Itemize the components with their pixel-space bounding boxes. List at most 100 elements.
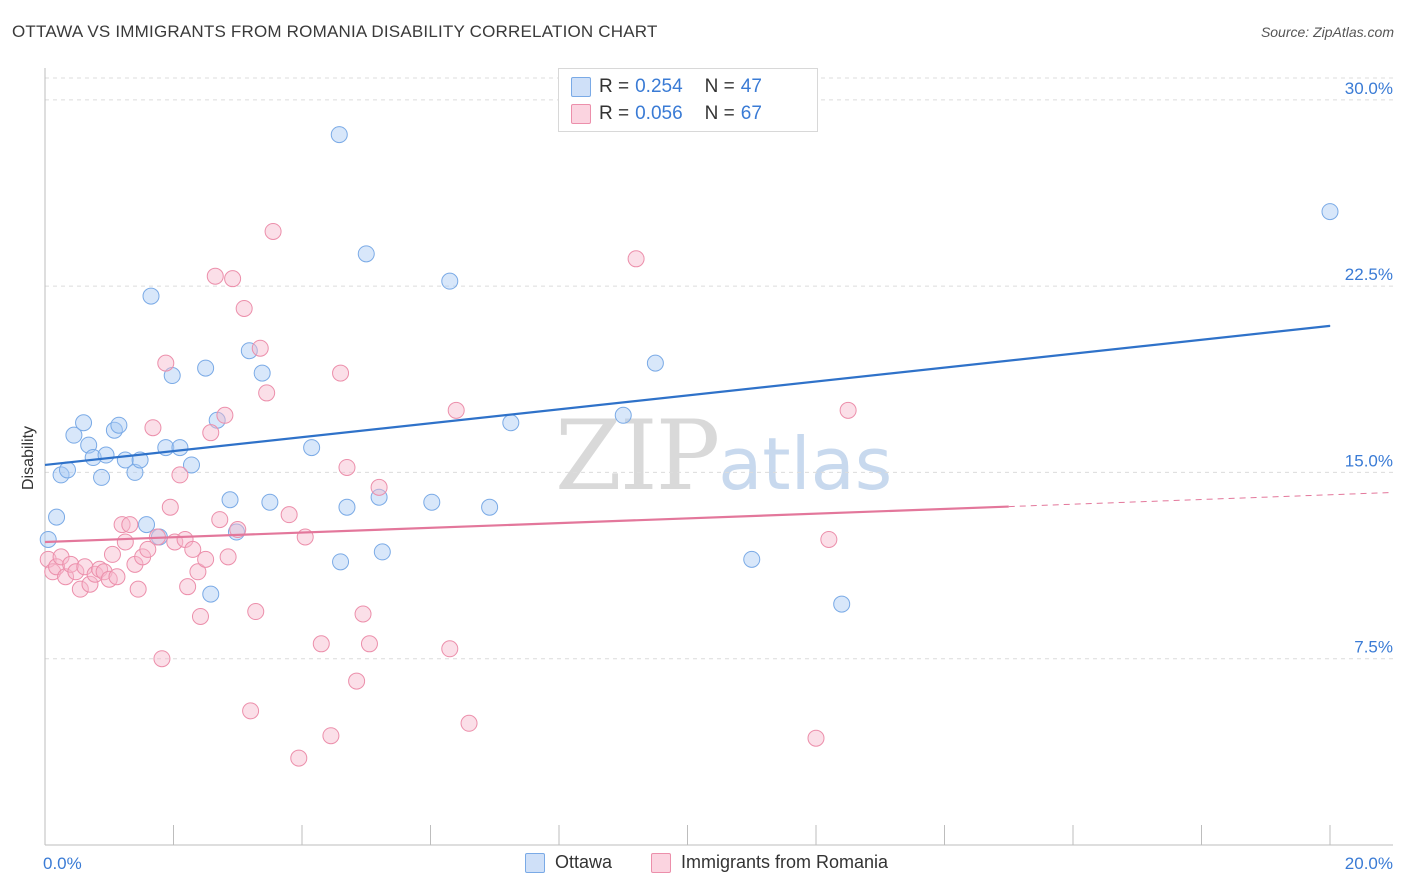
chart-title: OTTAWA VS IMMIGRANTS FROM ROMANIA DISABI… xyxy=(12,22,658,41)
y-tick-label: 22.5% xyxy=(1345,265,1393,284)
romania-point xyxy=(216,406,234,424)
ottawa-point xyxy=(502,414,520,432)
romania-point xyxy=(191,607,209,625)
romania-point xyxy=(235,299,253,317)
ottawa-point xyxy=(1321,203,1339,221)
romania-point xyxy=(202,424,220,442)
romania-trend-extension xyxy=(1008,492,1391,508)
ottawa-point xyxy=(423,493,441,511)
ottawa-point xyxy=(110,416,128,434)
romania-point xyxy=(348,672,366,690)
romania-point xyxy=(197,550,215,568)
ottawa-point xyxy=(332,553,350,571)
stats-legend-row-ottawa: R = 0.254 N = 47 xyxy=(571,75,762,99)
y-axis-label: Disability xyxy=(20,426,37,490)
romania-trend-line xyxy=(44,505,1009,544)
n-value: 67 xyxy=(740,103,762,124)
romania-point xyxy=(157,354,175,372)
ottawa-point xyxy=(142,287,160,305)
y-tick-label: 15.0% xyxy=(1345,451,1393,470)
ottawa-point xyxy=(338,498,356,516)
romania-point xyxy=(211,511,229,529)
ottawa-point xyxy=(646,354,664,372)
x-tick-label: 20.0% xyxy=(1345,854,1393,873)
romania-point xyxy=(139,540,157,558)
ottawa-point xyxy=(370,488,388,506)
romania-point xyxy=(370,478,388,496)
r-value: 0.254 xyxy=(635,76,683,97)
ottawa-point xyxy=(202,585,220,603)
romania-point xyxy=(121,516,139,534)
ottawa-point xyxy=(240,342,258,360)
ottawa-point xyxy=(303,439,321,457)
legend-swatch-ottawa xyxy=(571,77,591,97)
romania-point xyxy=(219,548,237,566)
romania-point xyxy=(258,384,276,402)
romania-point xyxy=(627,250,645,268)
romania-point xyxy=(280,506,298,524)
ottawa-point xyxy=(373,543,391,561)
ottawa-point xyxy=(75,414,93,432)
n-label: N = xyxy=(704,76,735,97)
ottawa-point xyxy=(481,498,499,516)
romania-point xyxy=(312,635,330,653)
ottawa-point xyxy=(58,461,76,479)
ottawa-point xyxy=(182,456,200,474)
ottawa-point xyxy=(743,550,761,568)
legend-swatch-romania xyxy=(571,104,591,124)
y-tick-label: 30.0% xyxy=(1345,79,1393,98)
romania-point xyxy=(360,635,378,653)
series-romania xyxy=(39,222,857,767)
legend-label-romania: Immigrants from Romania xyxy=(681,852,889,872)
series-legend-ottawa: Ottawa xyxy=(525,852,612,873)
series-ottawa xyxy=(39,96,1339,613)
romania-point xyxy=(206,267,224,285)
ottawa-point xyxy=(357,245,375,263)
romania-point xyxy=(81,575,99,593)
romania-point xyxy=(247,603,265,621)
romania-point xyxy=(184,540,202,558)
romania-point xyxy=(338,458,356,476)
ottawa-point xyxy=(614,406,632,424)
watermark-zip: ZIP xyxy=(555,400,720,512)
y-tick-label: 7.5% xyxy=(1354,638,1393,657)
ottawa-point xyxy=(261,493,279,511)
romania-point xyxy=(103,545,121,563)
ottawa-point xyxy=(138,516,156,534)
ottawa-point xyxy=(84,449,102,467)
romania-point xyxy=(229,521,247,539)
ottawa-point xyxy=(97,446,115,464)
romania-point xyxy=(116,533,134,551)
romania-point xyxy=(129,580,147,598)
romania-point xyxy=(67,563,85,581)
ottawa-point xyxy=(441,272,459,290)
ottawa-point xyxy=(93,468,111,486)
romania-point xyxy=(447,401,465,419)
ottawa-point xyxy=(39,530,57,548)
r-label: R = xyxy=(599,76,630,97)
romania-point xyxy=(242,702,260,720)
romania-point xyxy=(189,563,207,581)
romania-point xyxy=(224,270,242,288)
ottawa-point xyxy=(221,491,239,509)
romania-point xyxy=(441,640,459,658)
legend-label-ottawa: Ottawa xyxy=(555,852,613,872)
romania-point xyxy=(108,568,126,586)
romania-point xyxy=(807,729,825,747)
romania-point xyxy=(171,466,189,484)
ottawa-point xyxy=(65,426,83,444)
ottawa-point xyxy=(833,595,851,613)
legend-swatch-ottawa xyxy=(525,852,545,873)
romania-point xyxy=(161,498,179,516)
romania-point xyxy=(71,580,89,598)
romania-point xyxy=(332,364,350,382)
romania-point xyxy=(290,749,308,767)
ottawa-point xyxy=(48,508,66,526)
ottawa-point xyxy=(253,364,271,382)
romania-point xyxy=(322,727,340,745)
romania-point xyxy=(839,401,857,419)
r-value: 0.056 xyxy=(635,103,683,124)
ottawa-point xyxy=(197,359,215,377)
x-tick-label: 0.0% xyxy=(43,854,82,873)
ottawa-point xyxy=(105,421,123,439)
